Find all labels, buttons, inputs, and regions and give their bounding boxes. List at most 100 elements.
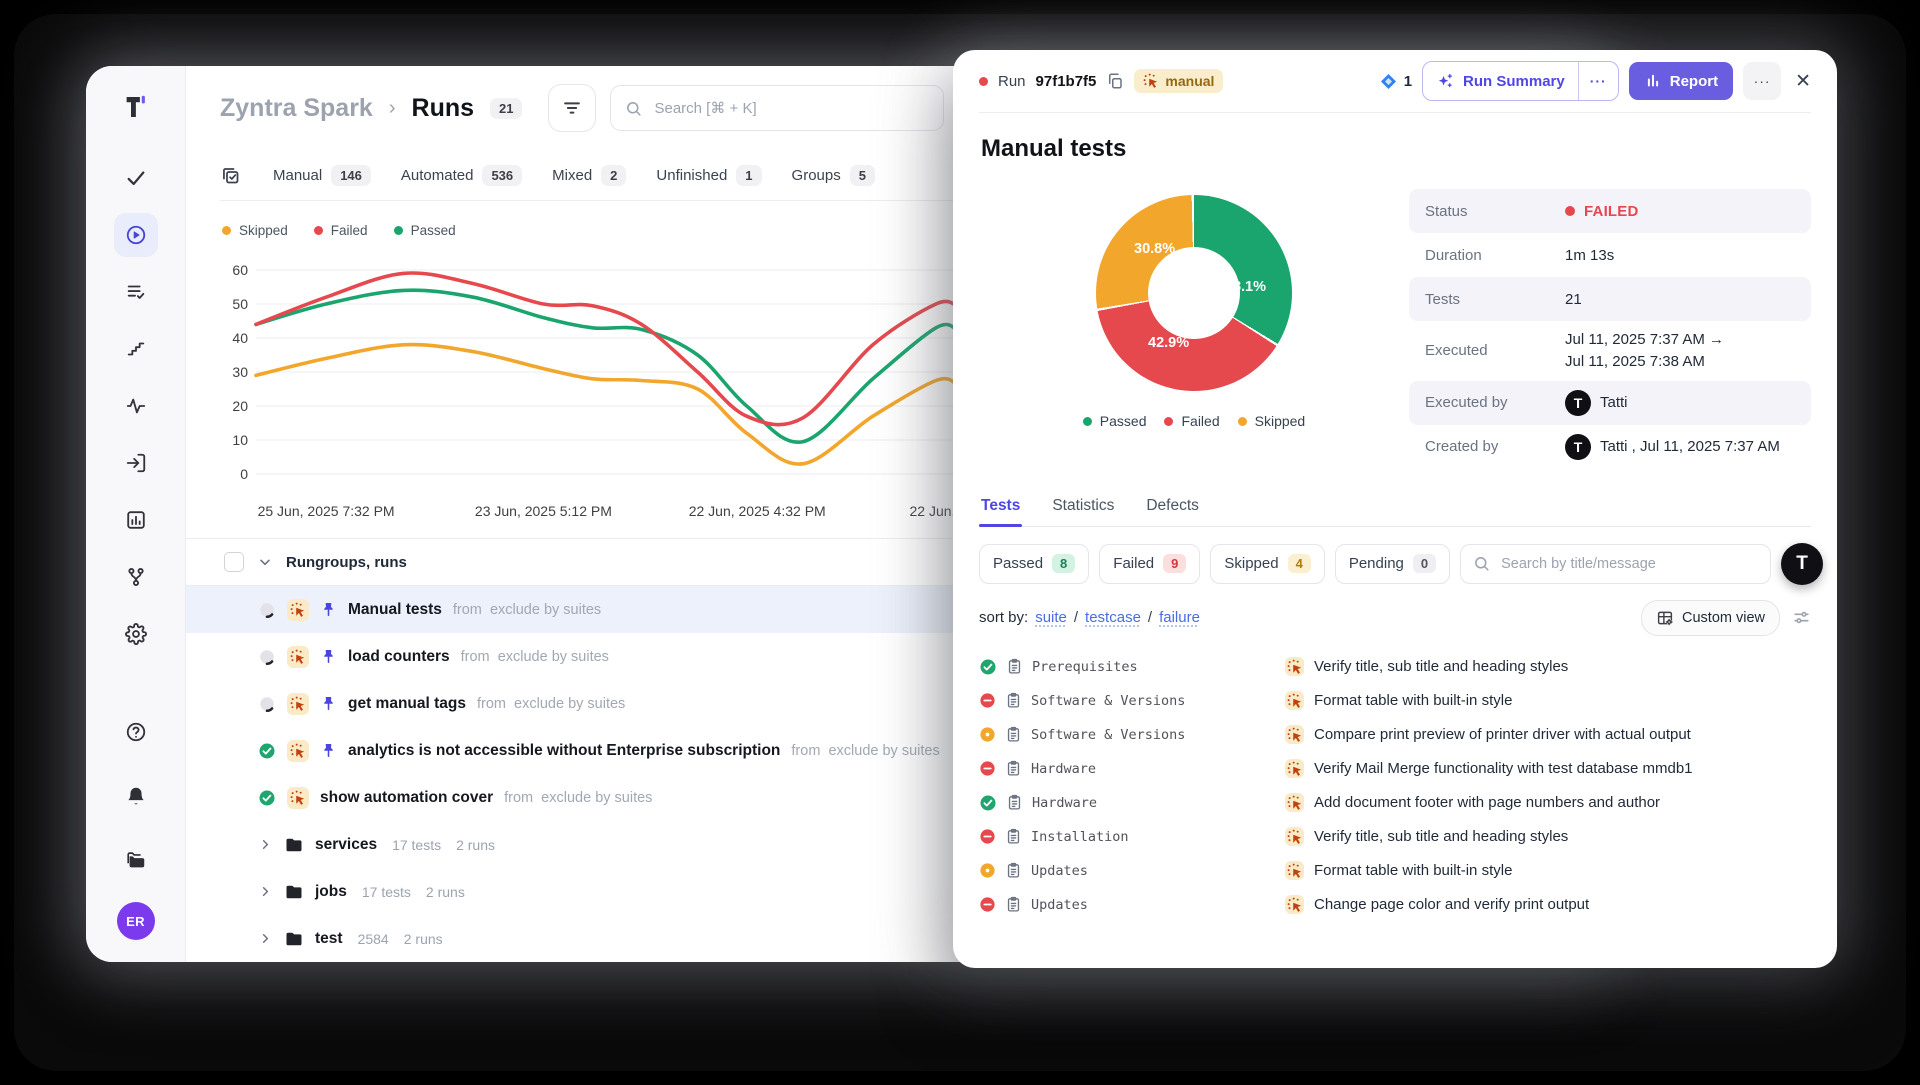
folder-icon bbox=[284, 835, 304, 855]
chevron-down-icon[interactable] bbox=[257, 554, 273, 570]
test-row[interactable]: Updates Change page color and verify pri… bbox=[979, 888, 1811, 922]
test-row[interactable]: Hardware Add document footer with page n… bbox=[979, 786, 1811, 820]
test-row[interactable]: Prerequisites Verify title, sub title an… bbox=[979, 650, 1811, 684]
filter-chip-failed[interactable]: Failed9 bbox=[1099, 544, 1200, 584]
folder-name: jobs bbox=[315, 883, 347, 901]
search-input[interactable] bbox=[652, 99, 929, 118]
run-source: from exclude by suites bbox=[453, 602, 601, 618]
sidebar-item-stairs[interactable] bbox=[114, 327, 158, 371]
assistant-avatar[interactable]: T bbox=[1781, 543, 1823, 585]
legend-item-passed[interactable]: Passed bbox=[394, 223, 456, 238]
donut-legend: Passed Failed Skipped bbox=[1083, 413, 1305, 429]
sort-link-suite[interactable]: suite bbox=[1035, 609, 1067, 626]
manual-run-icon bbox=[287, 693, 309, 715]
run-summary-label: Run Summary bbox=[1463, 73, 1565, 90]
test-suite: Software & Versions bbox=[1031, 693, 1185, 709]
legend-item-failed[interactable]: Failed bbox=[314, 223, 368, 238]
tests-search-input[interactable] bbox=[1499, 555, 1758, 573]
sort-link-failure[interactable]: failure bbox=[1159, 609, 1200, 626]
chevron-right-icon[interactable] bbox=[258, 837, 273, 852]
user-avatar[interactable]: ER bbox=[117, 902, 155, 940]
report-button[interactable]: Report bbox=[1629, 62, 1733, 100]
filter-chip-pending[interactable]: Pending0 bbox=[1335, 544, 1450, 584]
sidebar-item-check[interactable] bbox=[114, 156, 158, 200]
breadcrumb-separator: › bbox=[389, 97, 396, 120]
filter-chip-passed[interactable]: Passed8 bbox=[979, 544, 1089, 584]
detail-label: Created by bbox=[1425, 438, 1565, 455]
run-summary-button[interactable]: Run Summary ··· bbox=[1422, 61, 1619, 101]
sidebar-item-import[interactable] bbox=[114, 441, 158, 485]
failed-icon bbox=[979, 828, 996, 845]
tab-automated[interactable]: Automated536 bbox=[401, 165, 522, 186]
sidebar-item-git-branch[interactable] bbox=[114, 555, 158, 599]
sidebar-item-list-check[interactable] bbox=[114, 270, 158, 314]
run-source: from exclude by suites bbox=[504, 790, 652, 806]
skipped-icon bbox=[979, 726, 996, 743]
sidebar-item-play-circle[interactable] bbox=[114, 213, 158, 257]
donut-legend-skipped[interactable]: Skipped bbox=[1238, 413, 1306, 429]
run-summary-more-button[interactable]: ··· bbox=[1578, 62, 1618, 100]
close-icon[interactable]: ✕ bbox=[1795, 70, 1811, 93]
detail-row: Executed byTTatti bbox=[1409, 381, 1811, 425]
tab-mixed[interactable]: Mixed2 bbox=[552, 165, 626, 186]
chip-label: Failed bbox=[1113, 555, 1154, 572]
donut-legend-passed[interactable]: Passed bbox=[1083, 413, 1147, 429]
test-row[interactable]: Software & Versions Compare print previe… bbox=[979, 718, 1811, 752]
play-circle-icon bbox=[125, 224, 147, 246]
tab-unfinished[interactable]: Unfinished1 bbox=[656, 165, 761, 186]
chevron-right-icon[interactable] bbox=[258, 931, 273, 946]
tab-statistics[interactable]: Statistics bbox=[1050, 489, 1116, 526]
filter-button[interactable] bbox=[548, 84, 596, 132]
folder-tests-count: 17 tests bbox=[392, 837, 441, 853]
in-progress-icon bbox=[258, 695, 276, 713]
legend-dot bbox=[1164, 417, 1173, 426]
select-all-icon[interactable] bbox=[220, 165, 241, 186]
breadcrumb-project[interactable]: Zyntra Spark bbox=[220, 94, 373, 123]
sliders-icon[interactable] bbox=[1792, 608, 1811, 627]
detail-row: Tests21 bbox=[1409, 277, 1811, 321]
sidebar-item-bell[interactable] bbox=[114, 774, 158, 818]
jira-link[interactable]: 1 bbox=[1379, 72, 1412, 91]
sidebar-item-folders[interactable] bbox=[114, 838, 158, 882]
chevron-right-icon[interactable] bbox=[258, 884, 273, 899]
sort-separator: / bbox=[1148, 609, 1152, 626]
legend-label: Failed bbox=[1181, 413, 1219, 429]
copy-icon[interactable] bbox=[1106, 72, 1124, 90]
svg-text:10: 10 bbox=[232, 432, 248, 448]
sidebar-item-activity[interactable] bbox=[114, 384, 158, 428]
test-row[interactable]: Updates Format table with built-in style bbox=[979, 854, 1811, 888]
select-all-checkbox[interactable] bbox=[224, 552, 244, 572]
sidebar: ER bbox=[86, 66, 186, 962]
donut-label-failed: 42.9% bbox=[1148, 335, 1189, 351]
legend-item-skipped[interactable]: Skipped bbox=[222, 223, 288, 238]
sort-link-testcase[interactable]: testcase bbox=[1085, 609, 1141, 626]
svg-text:40: 40 bbox=[232, 330, 248, 346]
chip-label: Skipped bbox=[1224, 555, 1278, 572]
results-donut-chart: 38.1% 42.9% 30.8% bbox=[1096, 195, 1292, 391]
donut-label-passed: 38.1% bbox=[1225, 279, 1266, 295]
passed-icon bbox=[258, 742, 276, 760]
app-logo[interactable] bbox=[121, 92, 151, 122]
sidebar-item-help[interactable] bbox=[114, 710, 158, 754]
passed-icon bbox=[258, 789, 276, 807]
custom-view-button[interactable]: Custom view bbox=[1641, 600, 1780, 636]
manual-badge: manual bbox=[1134, 69, 1223, 93]
test-row[interactable]: Installation Verify title, sub title and… bbox=[979, 820, 1811, 854]
donut-legend-failed[interactable]: Failed bbox=[1164, 413, 1219, 429]
test-row[interactable]: Software & Versions Format table with bu… bbox=[979, 684, 1811, 718]
folder-runs-count: 2 runs bbox=[426, 884, 465, 900]
panel-more-button[interactable]: ··· bbox=[1743, 62, 1781, 100]
test-suite: Prerequisites bbox=[1032, 659, 1138, 675]
sidebar-item-gear[interactable] bbox=[114, 612, 158, 656]
tab-groups[interactable]: Groups5 bbox=[792, 165, 875, 186]
test-row[interactable]: Hardware Verify Mail Merge functionality… bbox=[979, 752, 1811, 786]
tab-count: 1 bbox=[736, 165, 761, 186]
in-progress-icon bbox=[258, 648, 276, 666]
manual-test-icon bbox=[1285, 657, 1304, 676]
tab-manual[interactable]: Manual146 bbox=[273, 165, 371, 186]
stairs-icon bbox=[125, 338, 147, 360]
tab-tests[interactable]: Tests bbox=[979, 489, 1022, 526]
filter-chip-skipped[interactable]: Skipped4 bbox=[1210, 544, 1324, 584]
tab-defects[interactable]: Defects bbox=[1144, 489, 1201, 526]
sidebar-item-bar-chart-square[interactable] bbox=[114, 498, 158, 542]
